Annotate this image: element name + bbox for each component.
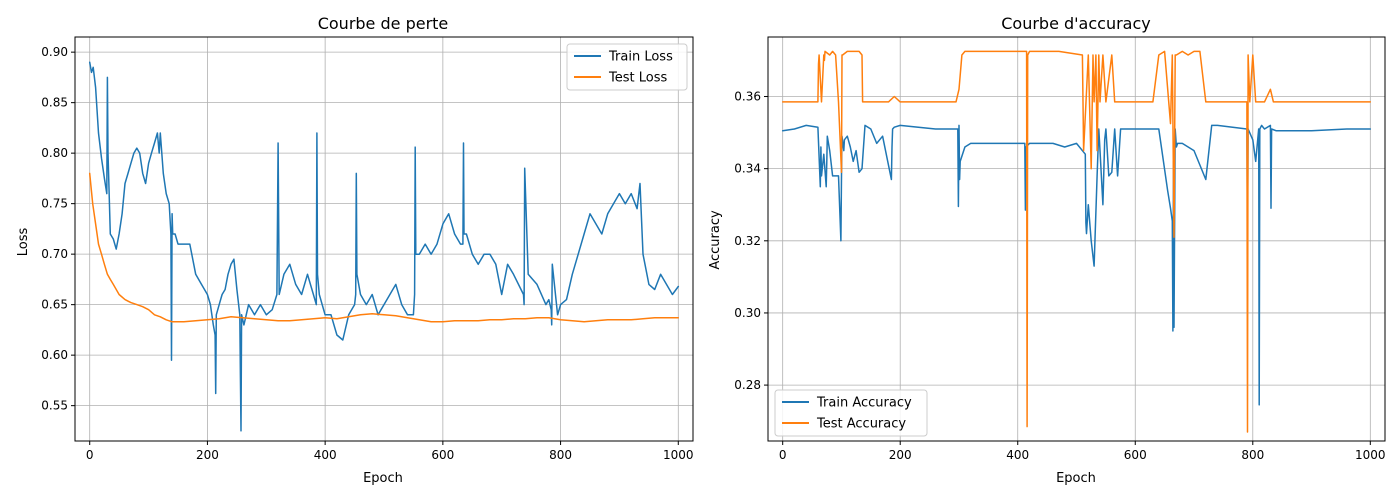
- loss-chart-title: Courbe de perte: [318, 14, 449, 33]
- loss-legend-label-1: Test Loss: [608, 71, 667, 86]
- accuracy-chart-title: Courbe d'accuracy: [1001, 14, 1151, 33]
- loss-ytick-label: 0.90: [41, 45, 68, 59]
- accuracy-axes-frame: [767, 36, 1386, 442]
- accuracy-series-line-1: [781, 50, 1372, 433]
- loss-xtick-label: 600: [431, 448, 454, 462]
- accuracy-legend-label-0: Train Accuracy: [816, 396, 912, 411]
- loss-xtick-label: 400: [314, 448, 337, 462]
- accuracy-xtick-label: 200: [889, 448, 912, 462]
- loss-xtick-label: 1000: [663, 448, 694, 462]
- accuracy-series-line-0: [781, 124, 1372, 406]
- loss-xtick-label: 0: [86, 448, 94, 462]
- loss-ytick-label: 0.65: [41, 298, 68, 312]
- loss-ytick-label: 0.85: [41, 96, 68, 110]
- accuracy-xtick-label: 400: [1006, 448, 1029, 462]
- accuracy-legend-box: [774, 389, 928, 437]
- accuracy-chart: Courbe d'accuracy Epoch Accuracy 0 200 400…: [708, 14, 1386, 486]
- loss-chart-xlabel: Epoch: [363, 471, 403, 486]
- loss-ytick-label: 0.80: [41, 146, 68, 160]
- accuracy-ytick-label: 0.30: [734, 306, 761, 320]
- accuracy-xtick-label: 600: [1124, 448, 1147, 462]
- loss-plot-area: [75, 37, 693, 441]
- loss-chart: Courbe de perte Epoch Loss 0 200 400 600 800…: [16, 14, 694, 486]
- accuracy-plot-area: [768, 37, 1385, 441]
- loss-legend-label-0: Train Loss: [608, 50, 673, 65]
- loss-ytick-label: 0.75: [41, 197, 68, 211]
- accuracy-ytick-label: 0.36: [734, 90, 761, 104]
- loss-ytick-label: 0.70: [41, 247, 68, 261]
- accuracy-xtick-label: 0: [779, 448, 787, 462]
- loss-series-line-1: [88, 172, 680, 323]
- accuracy-legend-label-1: Test Accuracy: [816, 417, 906, 432]
- accuracy-chart-xlabel: Epoch: [1056, 471, 1096, 486]
- loss-legend: Train Loss Test Loss: [566, 43, 688, 91]
- accuracy-legend: Train Accuracy Test Accuracy: [774, 389, 928, 437]
- accuracy-xtick-label: 800: [1241, 448, 1264, 462]
- accuracy-ytick-label: 0.34: [734, 162, 761, 176]
- loss-axes-frame: [74, 36, 694, 442]
- accuracy-xtick-label: 1000: [1355, 448, 1386, 462]
- accuracy-chart-ylabel: Accuracy: [708, 210, 723, 270]
- loss-xtick-label: 800: [549, 448, 572, 462]
- loss-ytick-label: 0.60: [41, 348, 68, 362]
- loss-chart-ylabel: Loss: [16, 228, 31, 257]
- accuracy-ytick-label: 0.28: [734, 378, 761, 392]
- loss-xtick-label: 200: [196, 448, 219, 462]
- accuracy-ytick-label: 0.32: [734, 234, 761, 248]
- loss-ytick-label: 0.55: [41, 399, 68, 413]
- loss-series-line-0: [88, 61, 680, 432]
